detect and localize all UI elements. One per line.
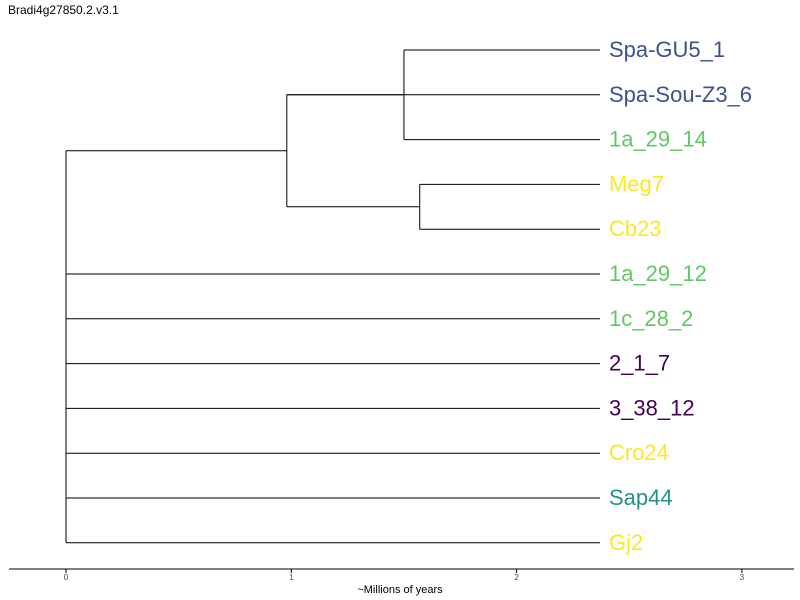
chart-title: Bradi4g27850.2.v3.1 (8, 3, 119, 17)
leaf-label: Sap44 (609, 485, 673, 510)
x-axis-label: ~Millions of years (357, 584, 443, 596)
leaf-label: Cro24 (609, 440, 669, 465)
branches-group (65, 49, 600, 544)
leaf-label: Gj2 (609, 530, 643, 555)
x-axis-ticks-group: 0 1 2 3 (64, 569, 745, 582)
leaf-label: 2_1_7 (609, 351, 670, 376)
leaf-label: Spa-GU5_1 (609, 37, 725, 62)
leaf-label: Meg7 (609, 171, 664, 196)
x-tick-label: 2 (514, 573, 519, 582)
leaf-label: 1a_29_12 (609, 261, 707, 286)
x-tick-label: 1 (289, 573, 294, 582)
leaf-label: 1a_29_14 (609, 127, 707, 152)
leaf-labels-group: Spa-GU5_1 Spa-Sou-Z3_6 1a_29_14 Meg7 Cb23 1a_… (609, 37, 752, 555)
x-tick-label: 0 (64, 573, 69, 582)
leaf-label: Cb23 (609, 216, 662, 241)
x-tick-label: 3 (740, 573, 745, 582)
leaf-label: 1c_28_2 (609, 306, 693, 331)
leaf-label: Spa-Sou-Z3_6 (609, 82, 752, 107)
leaf-label: 3_38_12 (609, 395, 695, 420)
